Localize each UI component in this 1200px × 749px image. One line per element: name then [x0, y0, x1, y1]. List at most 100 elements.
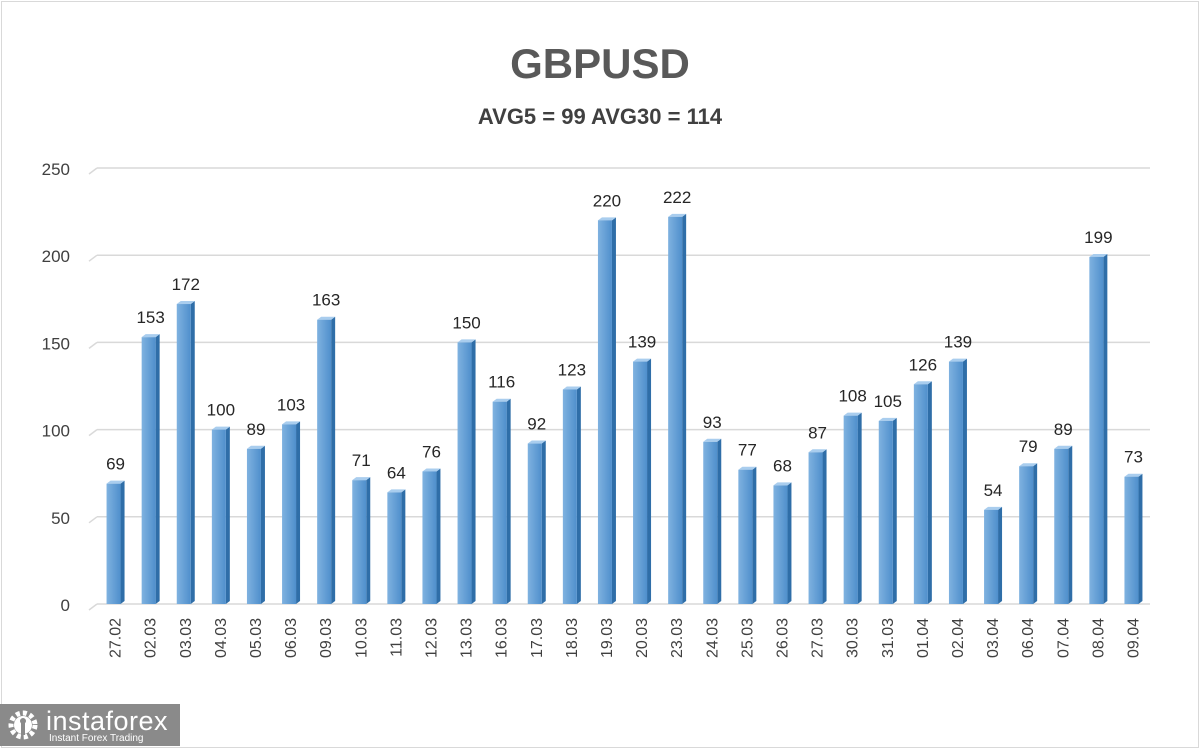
data-label: 87	[808, 423, 827, 442]
bar	[211, 429, 226, 604]
bar	[562, 389, 577, 604]
bar-top	[843, 412, 862, 416]
data-label: 92	[527, 415, 546, 434]
bar-top	[1124, 473, 1143, 477]
x-tick-label: 03.04	[985, 618, 1002, 658]
instaforex-logo: instaforex Instant Forex Trading	[0, 704, 180, 746]
x-tick-label: 16.03	[494, 618, 511, 658]
data-label: 71	[352, 451, 371, 470]
bar	[317, 319, 332, 604]
bar-top	[527, 440, 546, 444]
data-label: 54	[984, 481, 1003, 500]
bar	[633, 361, 648, 604]
x-tick-label: 11.03	[388, 618, 405, 657]
bar	[1019, 466, 1034, 604]
x-tick-label: 02.03	[143, 618, 160, 658]
bar-top	[773, 482, 792, 486]
x-tick-label: 03.03	[178, 618, 195, 658]
bar-side	[998, 506, 1003, 604]
data-label: 199	[1084, 228, 1112, 247]
data-label: 93	[703, 413, 722, 432]
bar-top	[913, 381, 932, 385]
x-tick-label: 09.03	[318, 618, 335, 658]
bar	[773, 485, 788, 604]
bar	[422, 471, 437, 604]
bar	[492, 401, 507, 604]
data-label: 68	[773, 456, 792, 475]
x-tick-label: 24.03	[704, 618, 721, 658]
bar-top	[878, 417, 897, 421]
bar-top	[633, 358, 652, 362]
bar	[1054, 448, 1069, 604]
bar-side	[506, 398, 511, 604]
bar-side	[541, 440, 546, 604]
bar-side	[682, 213, 687, 604]
bar	[527, 443, 542, 604]
y-tick-label: 250	[42, 160, 70, 179]
bar	[948, 361, 963, 604]
gear-logo-icon	[8, 710, 38, 740]
bar	[808, 452, 823, 604]
bar	[141, 337, 156, 604]
gridline-perspective	[88, 516, 98, 524]
bar-top	[246, 445, 265, 449]
bar-side	[787, 482, 792, 604]
bar	[878, 420, 893, 604]
bar-side	[1103, 253, 1108, 604]
bar-side	[120, 480, 125, 604]
bar-top	[492, 398, 511, 402]
data-label: 222	[663, 188, 691, 207]
x-tick-label: 25.03	[739, 618, 756, 658]
data-label: 77	[738, 441, 757, 460]
bar-side	[611, 217, 616, 604]
bar-top	[1089, 253, 1108, 257]
x-tick-label: 13.03	[459, 618, 476, 658]
data-label: 105	[874, 392, 902, 411]
gridline-perspective	[88, 341, 98, 349]
chart-title: GBPUSD	[510, 40, 690, 87]
bar-side	[576, 386, 581, 604]
bar-side	[401, 489, 406, 604]
data-label: 79	[1019, 437, 1038, 456]
bar-top	[422, 468, 441, 472]
bar	[984, 509, 999, 604]
bar	[913, 384, 928, 604]
bar-top	[597, 217, 616, 221]
bar-top	[211, 426, 230, 430]
bar-top	[106, 480, 125, 484]
bar	[176, 304, 191, 604]
bar-side	[331, 316, 336, 604]
bar-side	[857, 412, 862, 604]
data-label: 100	[207, 401, 235, 420]
x-tick-label: 27.02	[108, 618, 125, 658]
data-label: 69	[106, 455, 125, 474]
bar	[387, 492, 402, 604]
bar-side	[892, 417, 897, 604]
data-label: 139	[944, 333, 972, 352]
data-label: 89	[246, 420, 265, 439]
x-tick-label: 20.03	[634, 618, 651, 658]
bar-side	[190, 301, 195, 604]
bar-side	[296, 421, 301, 604]
bar-top	[176, 301, 195, 305]
x-tick-label: 27.03	[810, 618, 827, 658]
bar-side	[436, 468, 441, 604]
gridline-perspective	[88, 603, 98, 611]
bar	[246, 448, 261, 604]
bar-side	[822, 449, 827, 604]
x-tick-label: 10.03	[353, 618, 370, 658]
bar-top	[282, 421, 301, 425]
bar-top	[1019, 463, 1038, 467]
x-tick-label: 30.03	[845, 618, 862, 658]
x-tick-label: 06.04	[1020, 618, 1037, 658]
y-tick-label: 0	[61, 596, 70, 615]
y-tick-label: 50	[51, 509, 70, 528]
data-label: 153	[136, 308, 164, 327]
bar	[1089, 256, 1104, 604]
data-label: 103	[277, 395, 305, 414]
bar	[1124, 476, 1139, 604]
bar-side	[927, 381, 932, 604]
bar	[738, 469, 753, 604]
